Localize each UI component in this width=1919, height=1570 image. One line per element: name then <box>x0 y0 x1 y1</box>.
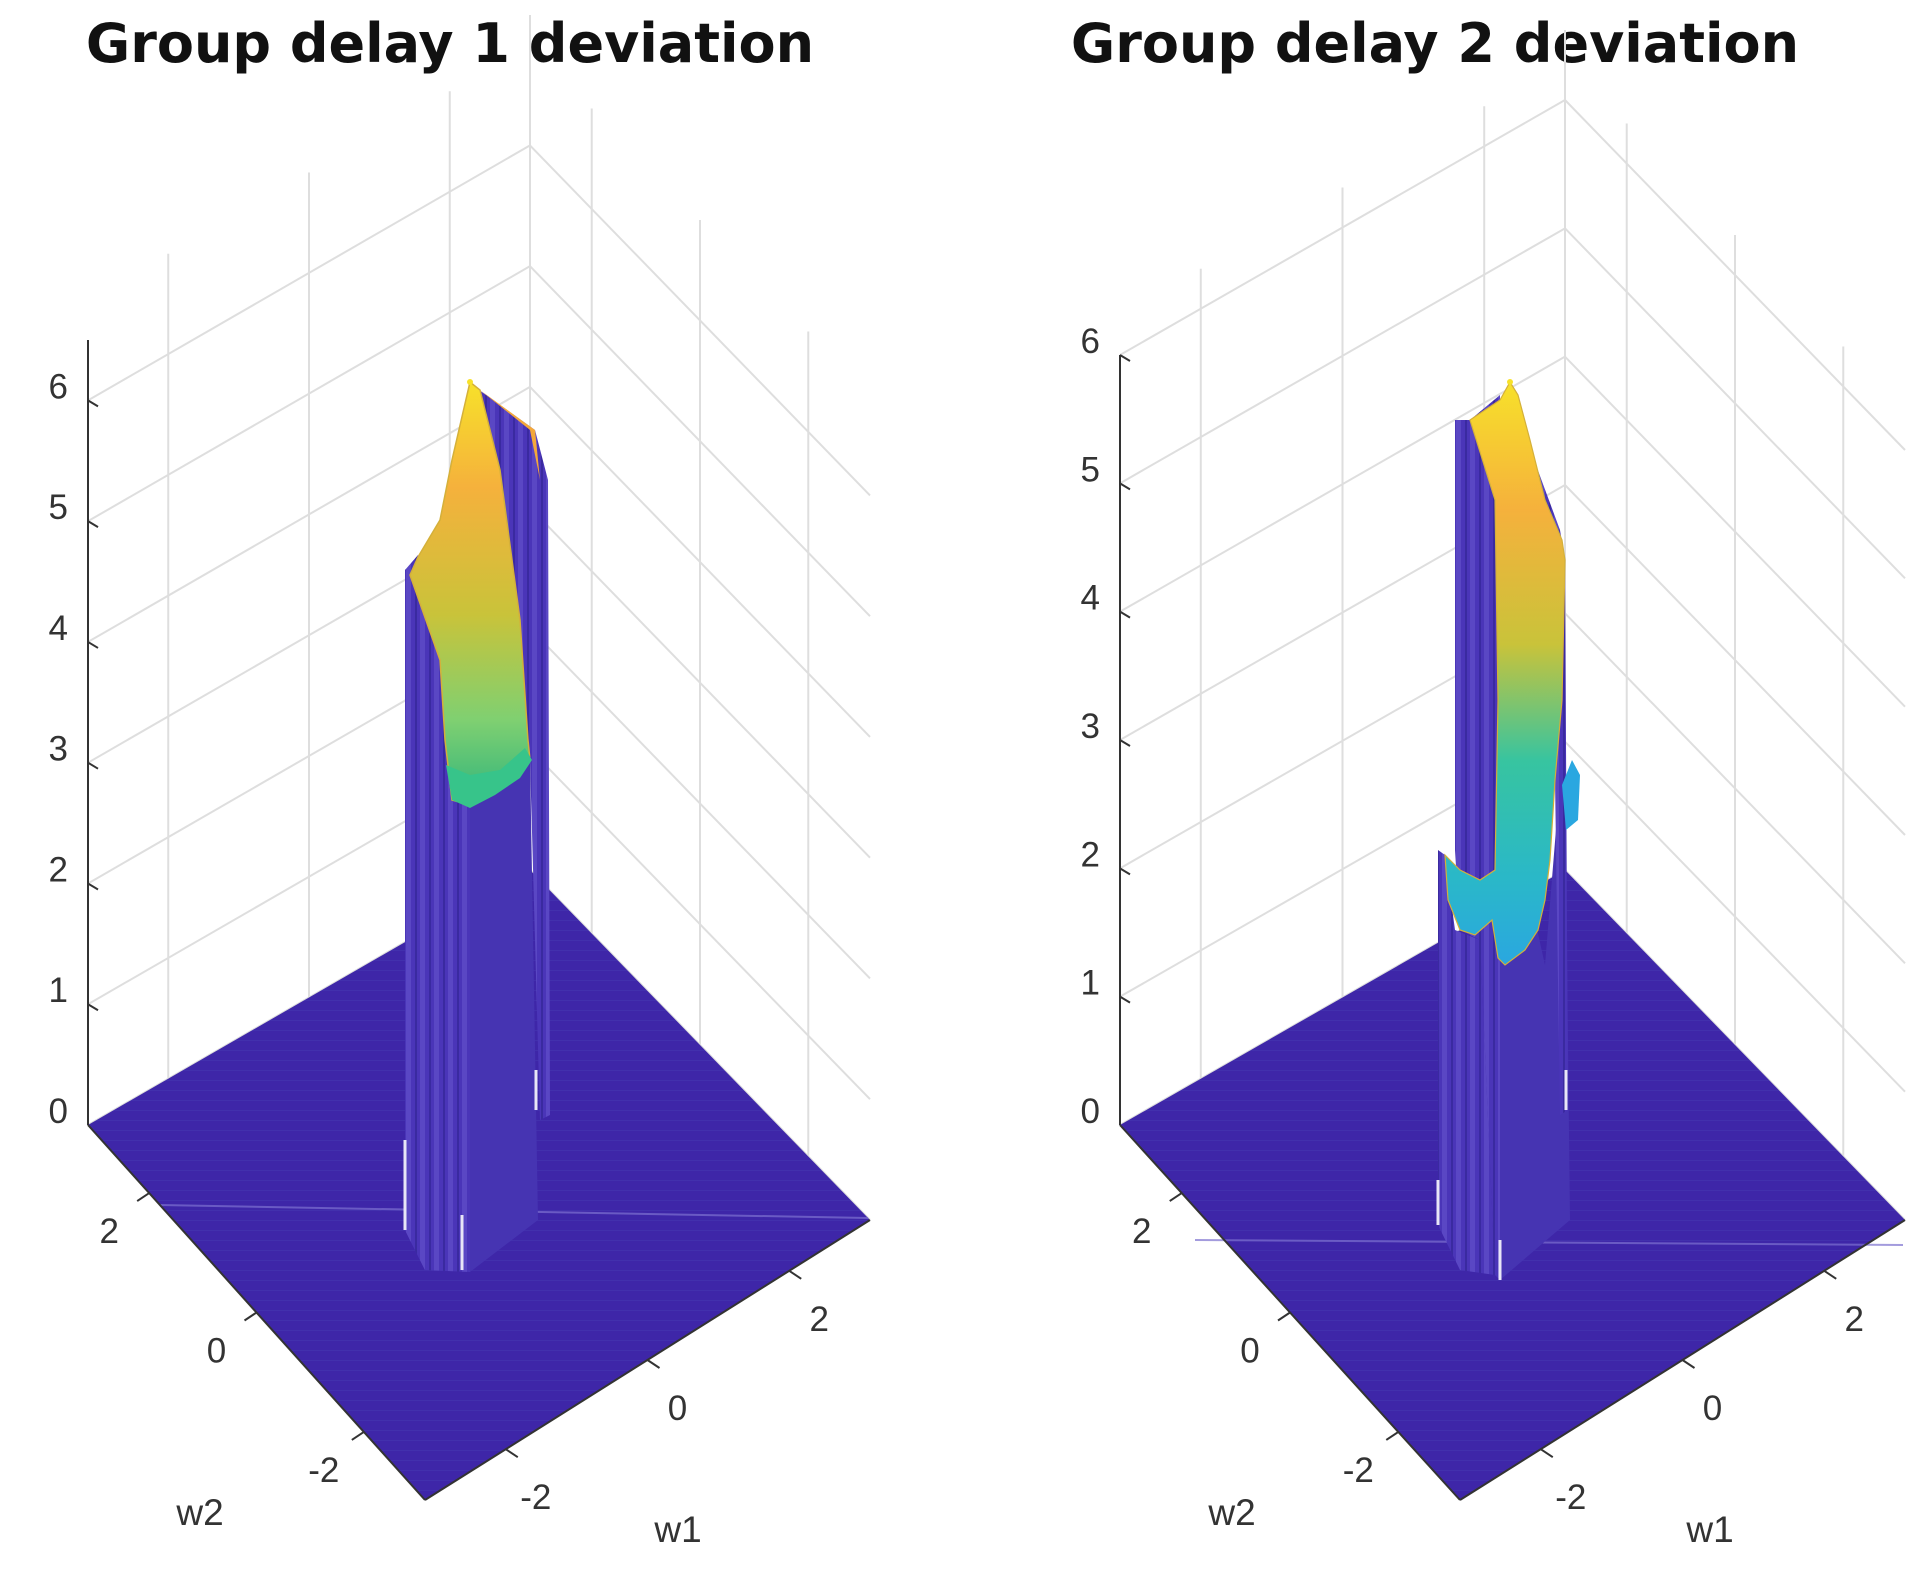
y-axis-label: w2 <box>1207 1492 1255 1533</box>
z-tick-label: 4 <box>1081 579 1100 618</box>
surface-low-rim <box>446 748 532 808</box>
chart-title: Group delay 2 deviation <box>1071 12 1799 75</box>
z-tick-mark <box>1119 867 1131 876</box>
z-tick-label: 5 <box>49 488 68 527</box>
x-tick-label: 2 <box>809 1300 828 1339</box>
z-tick-label: 1 <box>49 971 68 1010</box>
y-tick-label: -2 <box>1343 1451 1374 1490</box>
z-tick-mark <box>87 761 99 770</box>
y-tick-mark <box>1385 1431 1399 1441</box>
z-tick-mark <box>87 520 99 529</box>
z-tick-label: 3 <box>49 730 68 769</box>
x-tick-label: -2 <box>520 1478 551 1517</box>
x-tick-mark <box>788 1269 802 1280</box>
y-tick-mark <box>243 1311 258 1322</box>
z-tick-mark <box>87 641 99 649</box>
z-tick-label: 2 <box>1081 835 1100 874</box>
x-tick-label: 2 <box>1844 1300 1863 1339</box>
x-tick-mark <box>646 1359 661 1369</box>
z-axis-ticks: 0 1 2 3 4 5 6 <box>49 367 99 1132</box>
base-ridge-line <box>1194 1239 1904 1246</box>
z-tick-label: 0 <box>49 1092 68 1131</box>
y-tick-label: 2 <box>1132 1212 1151 1251</box>
column-wall-right <box>1500 780 1570 1280</box>
x-axis-label: w1 <box>1685 1509 1733 1550</box>
y-tick-label: -2 <box>308 1451 339 1490</box>
y-tick-label: 0 <box>1240 1332 1259 1371</box>
x-tick-mark <box>1681 1359 1696 1369</box>
surface-top <box>1444 380 1566 966</box>
y-axis-ticks: -2 0 2 <box>99 1192 365 1490</box>
z-tick-mark <box>1119 995 1131 1004</box>
z-tick-label: 1 <box>1081 964 1100 1003</box>
y-axis-line <box>87 1124 426 1501</box>
chart-title: Group delay 1 deviation <box>86 12 814 75</box>
z-tick-label: 6 <box>49 367 68 406</box>
x-tick-label: -2 <box>1555 1478 1586 1517</box>
z-tick-label: 3 <box>1081 707 1100 746</box>
data-point-peak <box>1507 379 1513 385</box>
x-axis-ticks: -2 0 2 <box>1540 1269 1864 1517</box>
z-tick-mark <box>1119 610 1131 619</box>
x-axis-label: w1 <box>653 1509 701 1550</box>
x-tick-label: 0 <box>668 1389 687 1428</box>
y-axis-label: w2 <box>175 1492 223 1533</box>
x-axis-ticks: -2 0 2 <box>505 1269 829 1517</box>
y-tick-mark <box>1277 1311 1291 1322</box>
y-axis-ticks: -2 0 2 <box>1132 1192 1399 1490</box>
y-tick-label: 0 <box>207 1332 226 1371</box>
x-tick-mark <box>1823 1269 1837 1280</box>
column-wall-front <box>1455 395 1500 1280</box>
z-tick-label: 6 <box>1081 322 1100 361</box>
y-tick-mark <box>1169 1192 1183 1202</box>
z-tick-label: 0 <box>1081 1092 1100 1131</box>
z-tick-label: 4 <box>49 609 68 648</box>
z-tick-mark <box>1119 482 1131 491</box>
z-tick-mark <box>87 1003 99 1012</box>
y-tick-mark <box>136 1192 150 1202</box>
chart-panel-1: Group delay 1 deviation 0 1 2 3 4 5 6 <box>49 12 871 1550</box>
z-axis-ticks: 0 1 2 3 4 5 6 <box>1081 322 1131 1132</box>
x-tick-mark <box>1540 1448 1554 1459</box>
z-tick-mark <box>87 399 99 408</box>
z-tick-mark <box>1119 354 1131 362</box>
x-tick-mark <box>505 1448 519 1459</box>
z-tick-mark <box>1119 739 1131 747</box>
z-tick-label: 5 <box>1081 450 1100 489</box>
surface-side-lobe <box>1562 760 1580 830</box>
column-wall-back <box>468 382 550 1120</box>
z-tick-mark <box>87 882 99 891</box>
z-tick-label: 2 <box>49 850 68 889</box>
y-tick-label: 2 <box>99 1212 118 1251</box>
column-wall-right <box>470 750 538 1272</box>
x-tick-label: 0 <box>1703 1389 1722 1428</box>
data-point-peak <box>467 379 473 385</box>
column-wall-left <box>1438 850 1495 1275</box>
y-tick-mark <box>351 1431 365 1441</box>
